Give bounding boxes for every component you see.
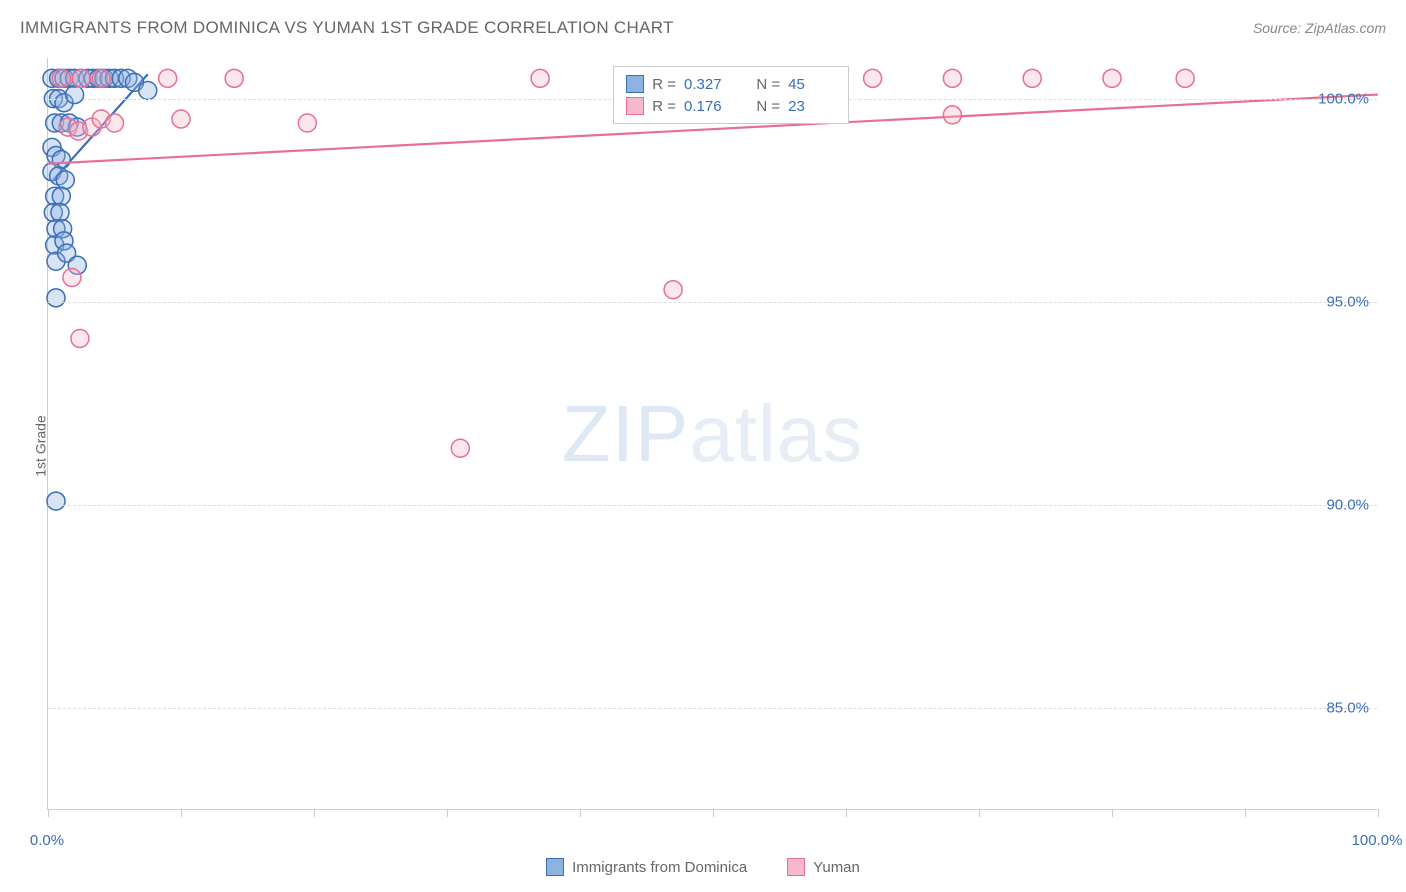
x-tick-label: 100.0% [1352, 832, 1403, 849]
stats-legend: R = 0.327 N = 45 R = 0.176 N = 23 [613, 66, 849, 124]
stats-legend-row: R = 0.327 N = 45 [626, 73, 836, 95]
legend-swatch [546, 858, 564, 876]
x-tick [447, 809, 448, 817]
legend-swatch [787, 858, 805, 876]
gridline [48, 505, 1377, 506]
legend-label: Yuman [813, 859, 860, 876]
data-point [106, 114, 124, 132]
data-point [52, 187, 70, 205]
data-point [51, 203, 69, 221]
chart-title: IMMIGRANTS FROM DOMINICA VS YUMAN 1ST GR… [20, 18, 674, 38]
data-point [139, 82, 157, 100]
stat-value-n: 23 [788, 98, 836, 115]
data-point [66, 86, 84, 104]
x-tick [48, 809, 49, 817]
x-tick [846, 809, 847, 817]
stats-legend-row: R = 0.176 N = 23 [626, 95, 836, 117]
gridline [48, 302, 1377, 303]
stat-value-r: 0.327 [684, 76, 732, 93]
data-point [1023, 69, 1041, 87]
data-point [47, 492, 65, 510]
title-bar: IMMIGRANTS FROM DOMINICA VS YUMAN 1ST GR… [20, 18, 1386, 38]
legend-swatch [626, 97, 644, 115]
data-point [159, 69, 177, 87]
source-credit: Source: ZipAtlas.com [1253, 20, 1386, 36]
bottom-legend: Immigrants from Dominica Yuman [0, 858, 1406, 876]
legend-label: Immigrants from Dominica [572, 859, 747, 876]
x-tick [713, 809, 714, 817]
plot-area: ZIPatlas 85.0%90.0%95.0%100.0%R =0.327 N… [47, 58, 1377, 810]
stat-value-r: 0.176 [684, 98, 732, 115]
legend-item: Immigrants from Dominica [546, 858, 747, 876]
x-tick [580, 809, 581, 817]
source-label: Source: [1253, 20, 1305, 36]
y-tick-label: 100.0% [1318, 90, 1369, 107]
data-point [225, 69, 243, 87]
data-point [664, 281, 682, 299]
data-point [531, 69, 549, 87]
data-point [298, 114, 316, 132]
stat-label-n: N = [756, 76, 780, 93]
data-point [943, 69, 961, 87]
x-tick [979, 809, 980, 817]
stat-label-r: R = [652, 98, 676, 115]
x-tick [1112, 809, 1113, 817]
x-tick-label: 0.0% [30, 832, 64, 849]
x-tick [1378, 809, 1379, 817]
y-tick-label: 90.0% [1326, 497, 1369, 514]
x-tick [181, 809, 182, 817]
stat-label-n: N = [756, 98, 780, 115]
data-point [56, 171, 74, 189]
data-point [63, 269, 81, 287]
scatter-svg [48, 58, 1377, 809]
source-name: ZipAtlas.com [1305, 20, 1386, 36]
data-point [1103, 69, 1121, 87]
data-point [72, 69, 90, 87]
x-tick [314, 809, 315, 817]
legend-item: Yuman [787, 858, 860, 876]
data-point [451, 439, 469, 457]
stat-value-n: 45 [788, 76, 836, 93]
y-tick-label: 95.0% [1326, 293, 1369, 310]
stat-label-r: R = [652, 76, 676, 93]
data-point [52, 69, 70, 87]
gridline [48, 708, 1377, 709]
data-point [172, 110, 190, 128]
data-point [864, 69, 882, 87]
data-point [1176, 69, 1194, 87]
data-point [71, 329, 89, 347]
data-point [92, 69, 110, 87]
x-tick [1245, 809, 1246, 817]
data-point [943, 106, 961, 124]
legend-swatch [626, 75, 644, 93]
y-tick-label: 85.0% [1326, 700, 1369, 717]
data-point [47, 289, 65, 307]
